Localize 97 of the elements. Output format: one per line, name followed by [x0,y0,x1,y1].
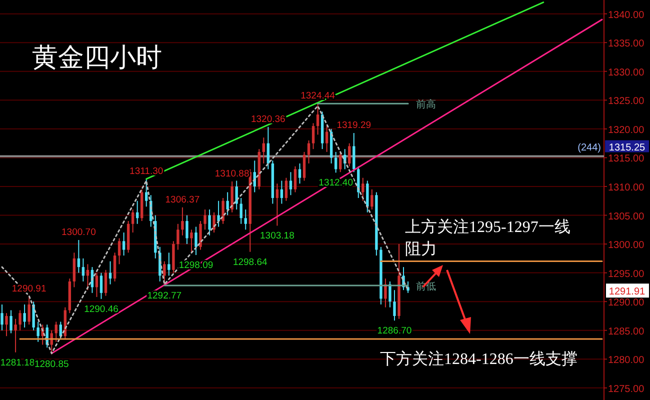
candlestick [266,126,270,170]
annotation: 上方关注1295-1297一线阻力 [405,218,570,258]
candlestick [338,151,342,173]
candlestick [294,166,297,193]
candlestick [104,269,108,296]
y-tick-label: 1315.00 [608,154,645,165]
y-tick-label: 1300.00 [608,240,645,252]
candlestick [217,200,220,228]
annotation: 1290.46 [84,304,118,315]
annotation: 1298.64 [232,256,268,268]
annotation: 1300.70 [62,227,96,238]
candlestick [145,178,148,208]
annotation: 1292.77 [147,290,182,302]
annotation: 1290.91 [12,283,46,294]
y-tick-label: 1330.00 [608,67,645,78]
annotation: 1303.18 [260,230,294,242]
text: 黄金四小时 [32,43,162,73]
candlestick [298,162,302,184]
candlestick [352,132,356,173]
y-tick-label: 1285.00 [608,326,645,338]
candlestick [54,321,58,342]
candlestick [100,272,103,300]
annotation: 1280.85 [34,359,69,370]
candlestick [384,278,387,308]
candlestick [199,220,202,250]
candlestick [240,197,242,224]
candlestick [77,240,80,274]
candlestick [181,206,184,236]
annotation: 1324.44 [300,90,335,102]
candlestick [186,214,188,245]
candlestick [32,301,35,331]
annotation: 1281.18 [0,357,35,368]
candlestick [312,122,315,150]
candlestick [18,310,22,331]
ref-line-label: 1315.25 [608,142,646,154]
candlestick [190,229,193,254]
candlestick [10,310,12,334]
candlestick [131,208,134,234]
candlestick [5,312,8,337]
candlestick [284,177,288,202]
candlestick [0,304,4,331]
candlestick [95,272,98,298]
candlestick [82,258,85,282]
candlestick [23,304,26,328]
candlestick [325,126,328,152]
candlestick [280,180,284,204]
candlestick [36,321,40,342]
candlestick [113,252,116,282]
candlestick [226,192,229,216]
candlestick [334,151,338,174]
candlestick [28,296,30,326]
annotation: 1286.70 [377,326,412,337]
candlestick [388,280,392,308]
annotation: 1311.30 [130,166,164,177]
y-tick-label: 1290.00 [608,298,645,309]
candlestick [14,318,17,353]
annotation: 1291.91 [608,286,646,298]
y-tick-label: 1280.00 [608,355,645,366]
candlestick [176,223,180,250]
candlestick [222,197,224,224]
candlestick [302,151,306,182]
annotation: (244) [578,142,601,154]
y-tick-label: 1320.00 [608,124,645,136]
y-tick-label: 1335.00 [608,38,645,50]
candlestick [72,252,76,288]
y-tick-label: 1325.00 [608,96,645,108]
series-label: 前高 [416,98,436,111]
annotation: 1306.37 [165,194,200,206]
candlestick [118,238,121,265]
candlestick [316,102,320,136]
candlestick [230,180,234,213]
y-tick-label: 1310.00 [608,182,645,194]
candlestick [204,208,206,230]
candlestick [208,208,211,236]
y-tick-label: 1275.00 [608,384,645,395]
candlestick [235,180,238,210]
annotation: 下方关注1284-1286一线支撑 [380,350,578,368]
candlestick [307,140,310,164]
candlestick [276,183,279,226]
candlestick [348,142,351,167]
y-tick-label: 1305.00 [608,211,645,222]
y-tick-label: 1295.00 [608,268,645,280]
candlestick [244,208,247,230]
annotation: 1310.88 [214,168,250,180]
candlestick [289,172,292,196]
y-tick-label: 1340.00 [608,10,645,21]
candlestick [393,290,396,322]
candlestick [262,137,266,164]
candlestick [370,188,374,210]
candlestick [168,252,170,276]
series-label: 前低 [416,280,436,292]
candlestick [163,260,166,286]
annotation: 1319.29 [336,120,372,132]
candlestick [122,232,126,256]
candlestick [194,226,198,256]
candlestick [362,177,364,202]
candlestick [366,180,369,213]
